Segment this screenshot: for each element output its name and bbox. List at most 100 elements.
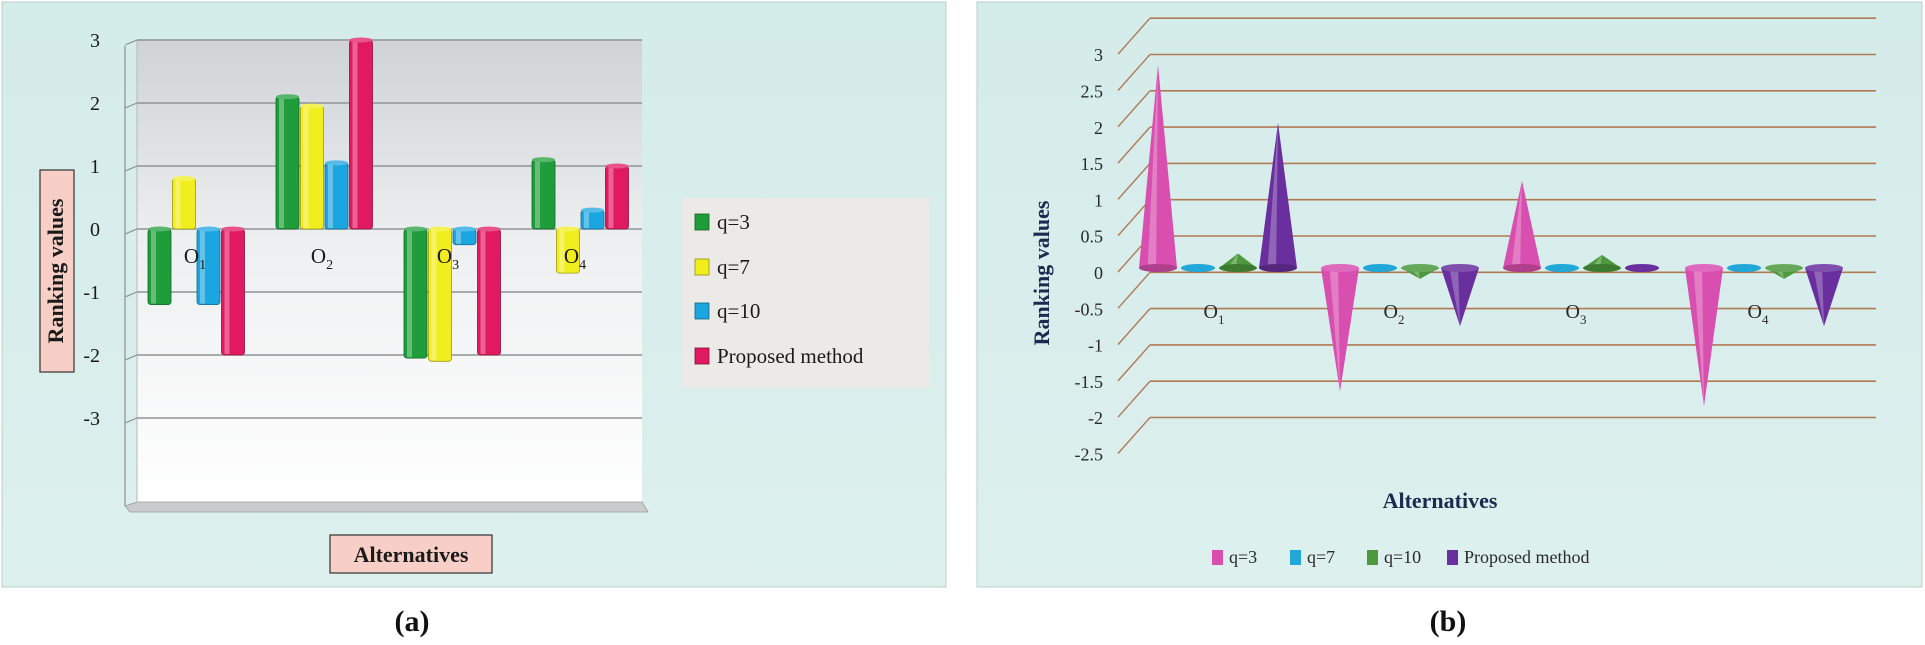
panel-b-category-label: O3 [1566,301,1587,327]
panel-b-gridline-depth [1117,162,1151,200]
panel-a-bar-cap [221,226,245,232]
panel-b-cone [1259,122,1297,272]
panel-a-legend: q=3 q=7 q=10 Proposed method [694,210,864,368]
panel-a-gridline-depth [124,291,138,298]
panel-b-xlabel: Alternatives [1383,488,1498,513]
panel-a-bar-cap [605,163,629,169]
panel-a-bar [452,226,477,246]
panel-b-y-tick-label: -0.5 [1075,299,1104,319]
panel-a-ylabel: Ranking values [43,198,68,343]
panel-b-cone-base [1726,264,1762,272]
panel-a-bar-highlight [352,41,358,228]
panel-b-cone [1219,253,1257,272]
panel-b-cone-body [1805,268,1843,327]
panel-a-bar-highlight [456,230,461,244]
panel-b-cone-base [1441,264,1479,272]
panel-a-gridline-depth [124,354,138,361]
panel-b-cone-highlight [1693,268,1704,406]
panel-b-cone-body [1441,268,1479,327]
panel-a-floor [124,501,649,513]
panel-a-bar-highlight [328,163,333,228]
panel-b-gridline-depth [1117,417,1151,454]
panel-b-gridline-depth [1117,54,1151,91]
panel-a-bar [324,160,349,230]
panel-b-cone [1726,264,1762,272]
panel-b-cone-base [1362,264,1398,272]
panel-a-bar [147,226,172,305]
panel-a-bar [428,226,452,362]
panel-b-cone [1321,264,1359,392]
panel-a-y-ticks: 3 2 1 0 -1 -2 -3 [83,30,100,430]
panel-b-cone-base [1624,264,1660,272]
panel-b-gridline-depth [1117,90,1151,128]
panel-b-cone [1503,180,1541,272]
panel-a-legend-box [682,198,929,388]
panel-b-cone [1685,264,1723,406]
panel-a-bar-highlight [279,97,284,228]
panel-b-gridline-depth [1117,199,1151,237]
panel-b-legend-label: q=3 [1229,547,1257,567]
panel-a-bar [221,226,245,356]
panel-b-category-label: O4 [1748,301,1769,327]
panel-a-legend-swatch [694,258,710,276]
panel-b-cone-base [1765,264,1803,272]
panel-b-cone-highlight [1329,268,1340,392]
panel-b-label: (b) [1430,605,1467,638]
panel-a-y-tick-label: -1 [83,282,100,304]
panel-b-cone-body [1685,268,1723,406]
panel-b-cone-body [1139,64,1177,268]
panel-b-cone-base [1259,264,1297,272]
panel-a-bar-cap [300,103,324,109]
panel-a-category-labels: O1 O2 O3 O4 [184,244,586,273]
panel-a-bar-highlight [151,230,156,304]
panel-b-cone-highlight [1813,268,1824,327]
panel-a-bar [275,94,300,230]
panel-a-gridline-depth [124,165,138,172]
panel-a-bar-highlight [303,107,309,228]
panel-a-bar-cap [349,37,373,43]
panel-a-bar-cap [477,226,501,232]
panel-b-category-label: O2 [1384,301,1405,327]
panel-a-bar-cap [172,176,196,182]
panel-a-bar-highlight [407,230,412,358]
panel-a-bar [196,226,221,305]
panel-b-category-label: O1 [1204,301,1225,327]
panel-b-cone-body [1503,180,1541,268]
panel-a-y-tick-label: 3 [90,30,100,52]
panel-b-cone-body [1321,268,1359,392]
panel-a-bar-cap [556,226,580,232]
panel-a-bar-cap [276,94,299,100]
panel-b-cone-base [1139,264,1177,272]
panel-b-cone-base [1685,264,1723,272]
panel-a-bar-highlight [480,230,486,354]
panel-a-bar [556,226,580,274]
panel-b-cone-base [1180,264,1216,272]
panel-b-y-tick-label: 0.5 [1081,227,1104,247]
panel-b-legend-label: q=7 [1307,547,1335,567]
panel-a-legend-swatch [694,213,710,231]
panel-b-y-tick-label: 1 [1094,190,1103,210]
panel-a-bar-highlight [559,230,565,273]
panel-a-y-tick-label: 2 [90,93,100,115]
panel-a-xlabel: Alternatives [354,542,469,567]
panel-a-legend-label: Proposed method [717,344,864,368]
panel-a-bar-cap [532,157,555,163]
panel-b-cone-highlight [1267,122,1278,268]
panel-a-bar [605,163,629,230]
panel-a-bar [531,157,556,230]
panel-a-legend-swatch [694,347,710,365]
panel-a-y-tick-label: -2 [83,345,100,367]
panel-a-ylabel-box [39,169,75,373]
panel-a-bar-cap [197,226,220,232]
panel-a-bar-highlight [175,179,181,228]
panel-a-bar [403,226,428,359]
panel-b-cone-base [1583,264,1621,272]
panel-b-cone [1544,264,1580,272]
panel-a-category-label: O4 [564,244,586,273]
panel-a-category-label: O1 [184,244,206,273]
panel-a-gridline-depth [124,102,138,109]
panel-a-bar [300,103,324,230]
panel-b-cone [1180,264,1216,272]
panel-a-bar [349,37,373,230]
panel-b-y-tick-label: 2.5 [1081,82,1104,102]
